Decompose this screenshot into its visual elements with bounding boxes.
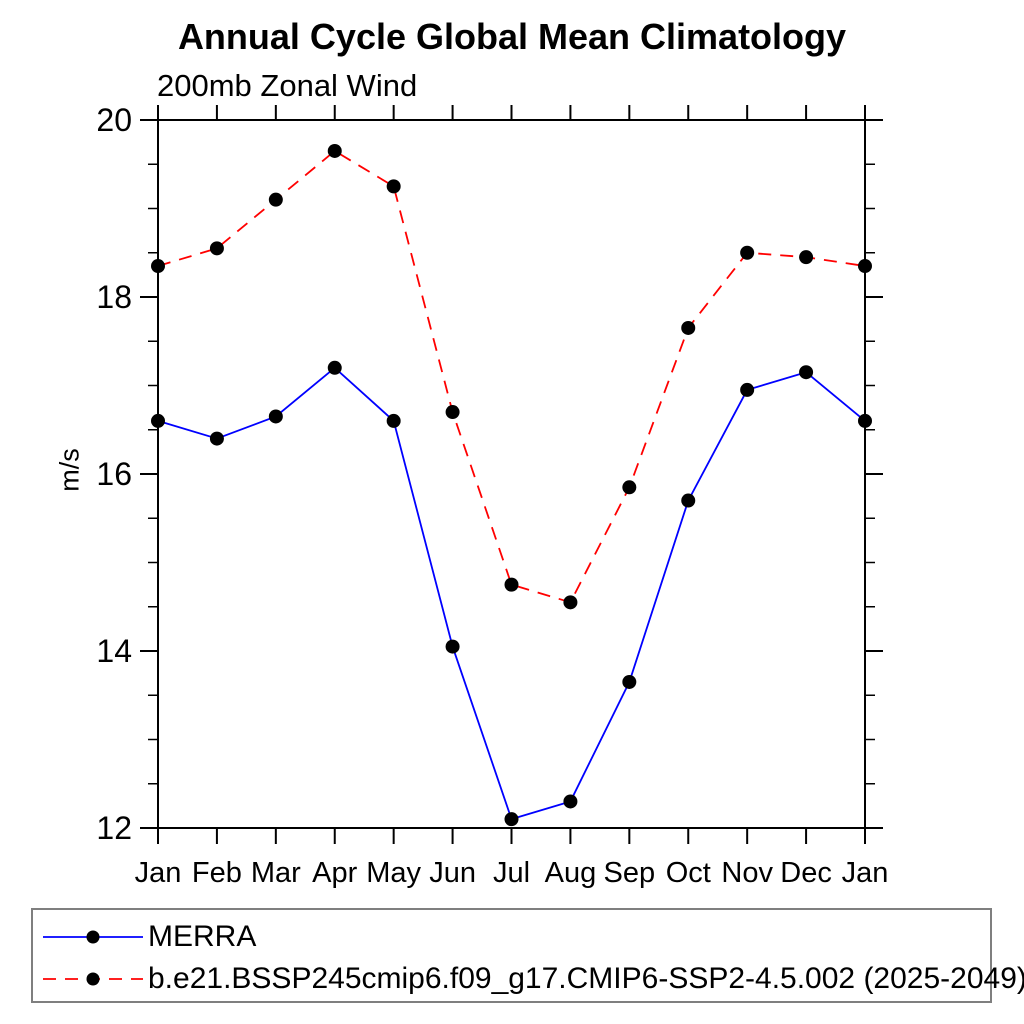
x-tick-label: Jan xyxy=(842,857,889,889)
legend-item-model: b.e21.BSSP245cmip6.f09_g17.CMIP6-SSP2-4.… xyxy=(39,961,1024,997)
data-point xyxy=(327,143,342,158)
data-point xyxy=(799,365,814,380)
data-point xyxy=(209,241,224,256)
data-point xyxy=(209,431,224,446)
data-point xyxy=(622,480,637,495)
data-point xyxy=(504,812,519,827)
data-point xyxy=(740,245,755,260)
y-tick-label: 12 xyxy=(96,810,132,846)
series-line-0 xyxy=(157,366,866,821)
legend-sample-marker xyxy=(86,972,100,986)
data-point xyxy=(681,493,696,508)
x-tick-label: Oct xyxy=(666,857,711,889)
chart-title: Annual Cycle Global Mean Climatology xyxy=(177,16,847,57)
legend-item-merra: MERRA xyxy=(39,919,256,955)
data-point xyxy=(151,259,165,274)
y-tick-label: 16 xyxy=(96,456,132,492)
data-point xyxy=(858,413,872,428)
x-tick-label: Sep xyxy=(604,857,656,889)
y-tick-label: 20 xyxy=(96,102,132,138)
plot-border xyxy=(157,119,866,829)
data-point xyxy=(445,405,460,420)
x-tick-label: Nov xyxy=(721,857,773,889)
legend-box: MERRA b.e21.BSSP245cmip6.f09_g17.CMIP6-S… xyxy=(31,908,1024,1003)
data-point xyxy=(327,360,342,375)
x-tick-label: Jul xyxy=(493,857,530,889)
data-point xyxy=(386,179,401,194)
legend-label-merra: MERRA xyxy=(148,920,257,953)
data-point xyxy=(858,259,872,274)
data-point xyxy=(386,413,401,428)
legend-label-model: b.e21.BSSP245cmip6.f09_g17.CMIP6-SSP2-4.… xyxy=(148,962,1024,995)
y-tick-label: 18 xyxy=(96,279,132,315)
model-line-sample xyxy=(43,972,143,986)
x-tick-label: Feb xyxy=(192,857,242,889)
series-line-1 xyxy=(157,149,866,604)
data-point xyxy=(799,250,814,265)
data-point xyxy=(268,192,283,207)
data-point xyxy=(563,595,578,610)
data-point xyxy=(740,382,755,397)
data-point xyxy=(504,577,519,592)
data-point xyxy=(563,794,578,809)
data-point xyxy=(445,639,460,654)
x-tick-label: Apr xyxy=(312,857,357,889)
legend-sample-marker xyxy=(86,930,100,944)
merra-line-sample xyxy=(43,930,143,944)
x-tick-label: Jun xyxy=(429,857,476,889)
data-point xyxy=(151,413,165,428)
data-point xyxy=(268,409,283,424)
x-tick-label: Dec xyxy=(780,857,832,889)
x-tick-label: Aug xyxy=(545,857,597,889)
data-point xyxy=(681,320,696,335)
x-tick-label: May xyxy=(366,857,421,889)
y-tick-label: 14 xyxy=(96,633,132,669)
chart-subtitle: 200mb Zonal Wind xyxy=(157,68,418,103)
x-tick-label: Jan xyxy=(135,857,182,889)
x-tick-label: Mar xyxy=(251,857,301,889)
data-point xyxy=(622,674,637,689)
